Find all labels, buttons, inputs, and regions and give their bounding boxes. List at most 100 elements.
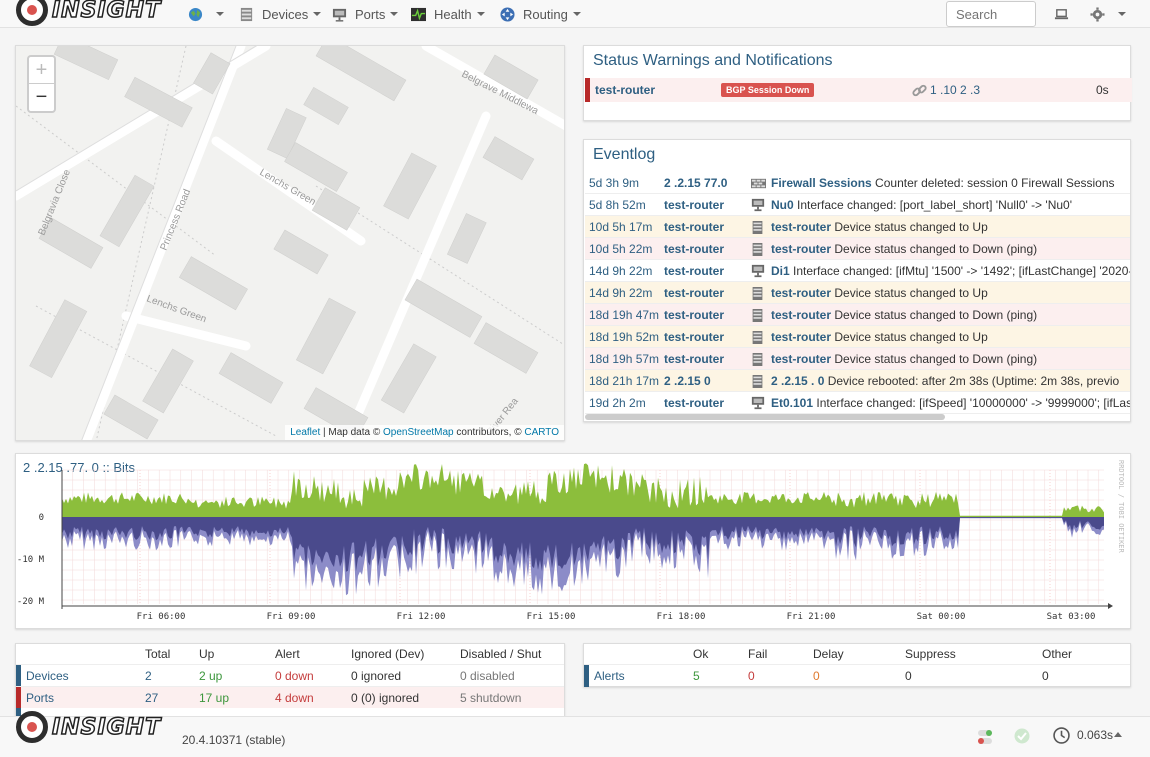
nav-routing[interactable]: Routing bbox=[500, 0, 581, 28]
eventlog-row[interactable]: 18d 19h 52m test-router test-router Device… bbox=[585, 326, 1130, 348]
event-device-link[interactable]: 2 .2.15 0 bbox=[664, 373, 711, 388]
summary-name-link[interactable]: Devices bbox=[26, 668, 69, 683]
eventlog-row[interactable]: 5d 8h 52m test-router Nu0 Interface change… bbox=[585, 194, 1130, 216]
event-entity-link[interactable]: test-router bbox=[771, 285, 832, 300]
event-device-link[interactable]: test-router bbox=[664, 263, 725, 278]
col-header: Delay bbox=[813, 647, 844, 661]
event-device-link[interactable]: test-router bbox=[664, 351, 725, 366]
alerts-row[interactable]: Alerts 5 0 0 0 0 bbox=[584, 664, 1130, 687]
osm-link[interactable]: OpenStreetMap bbox=[383, 427, 454, 438]
map-attribution: Leaflet | Map data © OpenStreetMap contr… bbox=[285, 425, 564, 440]
event-entity-link[interactable]: 2 .2.15 . 0 bbox=[771, 373, 825, 388]
y-tick-label: 0 bbox=[39, 513, 44, 523]
event-entity-link[interactable]: test-router bbox=[771, 329, 832, 344]
event-entity-link[interactable]: Et0.101 bbox=[771, 395, 814, 410]
x-tick-label: Fri 06:00 bbox=[137, 612, 186, 622]
event-text: Device status changed to Up bbox=[831, 219, 988, 234]
zoom-in-button[interactable]: + bbox=[29, 57, 54, 84]
nav-ports-label: Ports bbox=[355, 6, 386, 22]
check-icon[interactable] bbox=[1014, 728, 1030, 744]
logo-ring-icon bbox=[16, 711, 48, 743]
server-icon bbox=[751, 374, 764, 388]
row-bar bbox=[584, 665, 589, 687]
map-canvas[interactable]: Belgrave Middlewa Belgravia Close Prince… bbox=[16, 46, 565, 441]
eventlog-row[interactable]: 14d 9h 22m test-router Di1 Interface chang… bbox=[585, 260, 1130, 282]
eventlog-row[interactable]: 10d 5h 17m test-router test-router Device … bbox=[585, 216, 1130, 238]
screen-toggle[interactable] bbox=[1054, 0, 1077, 28]
outbound-area bbox=[62, 517, 1104, 572]
eventlog-row[interactable]: 5d 3h 9m 2 .2.15 77.0 Firewall Sessions Co… bbox=[585, 172, 1130, 194]
link-icon bbox=[912, 84, 927, 96]
summary-name-link[interactable]: Ports bbox=[26, 690, 55, 705]
eventlog-row[interactable]: 10d 5h 22m test-router test-router Device … bbox=[585, 238, 1130, 260]
col-header: Fail bbox=[748, 647, 768, 661]
event-entity-link[interactable]: test-router bbox=[771, 307, 832, 322]
event-message: test-router Device status changed to Up bbox=[771, 286, 988, 300]
event-entity-link[interactable]: Nu0 bbox=[771, 197, 794, 212]
summary-row[interactable]: Ports 27 17 up 4 down 0 (0) ignored 5 shutdow… bbox=[16, 686, 564, 709]
event-entity-link[interactable]: test-router bbox=[771, 351, 832, 366]
event-time: 14d 9h 22m bbox=[589, 263, 653, 278]
eventlog-row[interactable]: 18d 21h 17m 2 .2.15 0 2 .2.15 . 0 Device r… bbox=[585, 370, 1130, 392]
nav-ports[interactable]: Ports bbox=[332, 0, 399, 28]
event-message: Nu0 Interface changed: [port_label_short… bbox=[771, 198, 1072, 212]
toggle-icon[interactable] bbox=[976, 728, 994, 746]
event-device-link[interactable]: test-router bbox=[664, 307, 725, 322]
status-device-link[interactable]: test-router bbox=[595, 83, 656, 97]
eventlog-row[interactable]: 14d 9h 22m test-router test-router Device … bbox=[585, 282, 1130, 304]
top-navbar: INSIGHT Devices Ports Health Routing bbox=[0, 0, 1150, 28]
event-time: 18d 19h 57m bbox=[589, 351, 660, 366]
globe-icon bbox=[188, 7, 203, 21]
footer-bar: INSIGHT 20.4.10371 (stable) 0.063s bbox=[0, 711, 1150, 757]
event-time: 10d 5h 22m bbox=[589, 241, 653, 256]
event-device-link[interactable]: test-router bbox=[664, 285, 725, 300]
x-tick-label: Fri 09:00 bbox=[267, 612, 316, 622]
col-header: Up bbox=[199, 647, 215, 661]
footer-logo[interactable]: INSIGHT bbox=[16, 711, 161, 743]
eventlog-row[interactable]: 19d 2h 2m test-router Et0.101 Interface ch… bbox=[585, 392, 1130, 414]
event-time: 18d 19h 52m bbox=[589, 329, 660, 344]
graph-title[interactable]: 2 .2.15 .77. 0 :: Bits bbox=[23, 460, 136, 475]
event-message: Di1 Interface changed: [ifMtu] '1500' ->… bbox=[771, 263, 1130, 278]
eventlog-row[interactable]: 18d 19h 47m test-router test-router Device… bbox=[585, 304, 1130, 326]
event-device-link[interactable]: test-router bbox=[664, 241, 725, 256]
settings-menu[interactable] bbox=[1090, 0, 1126, 28]
server-icon bbox=[751, 308, 764, 322]
search-input[interactable] bbox=[946, 1, 1036, 27]
col-header: Ignored (Dev) bbox=[351, 647, 425, 661]
x-tick-label: Sat 00:00 bbox=[917, 612, 966, 622]
event-entity-link[interactable]: Di1 bbox=[771, 263, 790, 278]
event-entity-link[interactable]: Firewall Sessions bbox=[771, 175, 872, 190]
event-entity-link[interactable]: test-router bbox=[771, 219, 832, 234]
carto-link[interactable]: CARTO bbox=[524, 427, 559, 438]
event-device-link[interactable]: test-router bbox=[664, 197, 725, 212]
brand-logo[interactable]: INSIGHT bbox=[16, 0, 161, 26]
attribution-text: contributors, © bbox=[453, 427, 525, 438]
chevron-down-icon bbox=[216, 12, 224, 16]
map-panel[interactable]: Belgrave Middlewa Belgravia Close Prince… bbox=[15, 45, 565, 441]
traffic-graph[interactable]: 0 -10 M -20 M Fri 06:00 Fri 09:00 Fri 12:00 Fr… bbox=[16, 454, 1130, 628]
event-time: 14d 9h 22m bbox=[589, 285, 653, 300]
event-entity-link[interactable]: test-router bbox=[771, 241, 832, 256]
nav-devices[interactable]: Devices bbox=[239, 0, 322, 28]
globe-menu[interactable] bbox=[188, 0, 224, 28]
network-port-icon bbox=[332, 8, 347, 22]
page-timing[interactable]: 0.063s bbox=[1077, 728, 1114, 742]
event-message: Firewall Sessions Counter deleted: sessi… bbox=[771, 176, 1115, 190]
traffic-graph-panel[interactable]: 2 .2.15 .77. 0 :: Bits 0 -10 M -20 M Fri 06… bbox=[15, 453, 1131, 629]
server-icon bbox=[751, 286, 764, 300]
col-header: Other bbox=[1042, 647, 1073, 661]
event-device-link[interactable]: 2 .2.15 77.0 bbox=[664, 175, 728, 190]
nav-health[interactable]: Health bbox=[411, 0, 485, 28]
alerts-link[interactable]: Alerts bbox=[594, 668, 625, 683]
event-device-link[interactable]: test-router bbox=[664, 329, 725, 344]
port-icon bbox=[751, 396, 765, 410]
event-device-link[interactable]: test-router bbox=[664, 219, 725, 234]
leaflet-link[interactable]: Leaflet bbox=[290, 427, 321, 438]
eventlog-row[interactable]: 18d 19h 57m test-router test-router Device… bbox=[585, 348, 1130, 370]
zoom-out-button[interactable]: − bbox=[35, 86, 48, 108]
summary-row[interactable]: Devices 2 2 up 0 down 0 ignored 0 disabled bbox=[16, 664, 564, 687]
horizontal-scrollbar[interactable] bbox=[585, 414, 945, 420]
status-panel-title: Status Warnings and Notifications bbox=[593, 52, 833, 69]
event-device-link[interactable]: test-router bbox=[664, 395, 725, 410]
